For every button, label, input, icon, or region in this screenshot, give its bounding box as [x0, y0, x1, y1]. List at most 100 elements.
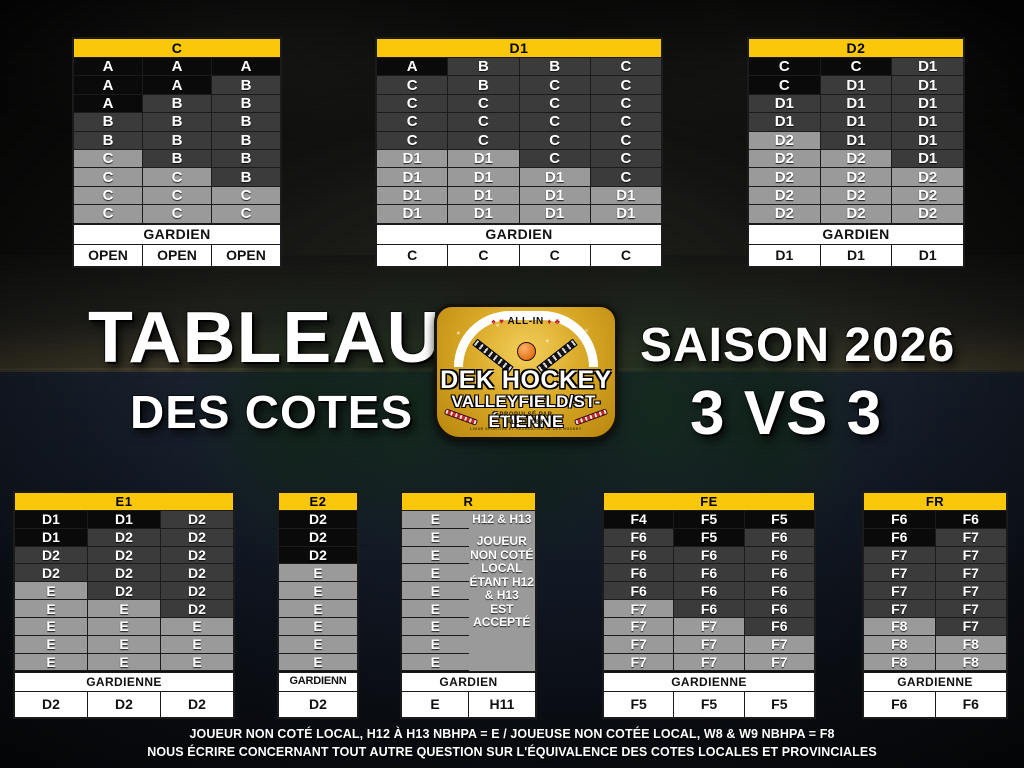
rating-cell: C	[377, 131, 449, 150]
rating-cell: F7	[604, 635, 675, 654]
table-row: F6 F6 F6	[604, 546, 814, 565]
goalie-cell: E	[402, 691, 469, 717]
rating-cell: D1	[749, 94, 821, 114]
headline-tableaux: TABLEAUX	[88, 298, 491, 378]
rating-cell: D2	[749, 131, 821, 150]
table-row: F7 F7	[864, 600, 1006, 618]
logo-propulse-line2: ALL IN DEK	[506, 419, 546, 426]
goalie-cell: D1	[892, 244, 964, 266]
rating-cell: E	[402, 528, 469, 547]
logo-all-in-label: ALL-IN	[507, 316, 544, 327]
goalie-label-fe: GARDIENNE	[604, 671, 814, 692]
rating-cell: C	[590, 149, 661, 169]
rating-cell: C	[519, 76, 591, 95]
rating-cell: D1	[892, 76, 964, 95]
rating-cell: F6	[674, 546, 745, 565]
rating-cell: D2	[749, 205, 821, 224]
note-line: JOUEUR	[476, 534, 527, 549]
rating-cell: F7	[864, 564, 936, 583]
goalie-cell: C	[377, 244, 449, 266]
table-row: D2 D2 D2	[749, 168, 964, 187]
rating-cell: C	[590, 113, 661, 132]
rating-cell: C	[448, 131, 520, 150]
rating-cell: C	[212, 205, 280, 224]
rating-cell: F7	[744, 653, 814, 672]
table-row: E	[279, 617, 357, 636]
rating-cell: E	[15, 582, 88, 601]
table-title-d2: D2	[749, 39, 963, 58]
table-body-d2: C C D1 C D1 D1 D1 D1 D1 D1 D1 D1 D2 D1 D1 D2 D2 D1 D2 D2 D2 D…	[749, 58, 964, 224]
table-row: D1 D1 D1	[749, 113, 964, 132]
rating-cell: E	[15, 600, 88, 618]
rating-cell: D1	[377, 149, 449, 169]
goalie-cell: F6	[935, 691, 1006, 717]
logo-propulse-block: PROPULSÉ PAR ALL IN DEK LIGUE SPORTIVE E…	[434, 412, 618, 431]
table-title-fe: FE	[604, 493, 814, 511]
rating-cell: D1	[892, 58, 964, 77]
table-row: D2 D2 D2	[15, 564, 233, 583]
rating-cell: D1	[377, 168, 449, 187]
table-row: C C D1	[749, 58, 964, 77]
table-title-c: C	[74, 39, 280, 58]
table-row: F4 F5 F5	[604, 511, 814, 529]
rating-cell: F8	[935, 653, 1006, 672]
rating-table-fe: FE F4 F5 F5 F6 F5 F6 F6 F6 F6 F6 F6 F6 F6 F6 F6 F7 F6 F6 F…	[602, 491, 816, 719]
rating-cell: F7	[674, 653, 745, 672]
goalie-cell: C	[448, 244, 520, 266]
dek-ball-icon	[517, 342, 536, 361]
rating-cell: B	[74, 131, 143, 150]
goalie-cell: OPEN	[74, 244, 143, 266]
rating-cell: C	[448, 113, 520, 132]
rating-cell: E	[279, 653, 357, 672]
table-title-d1: D1	[377, 39, 661, 58]
rating-cell: F6	[674, 582, 745, 601]
table-row: D2 D2 D2	[749, 186, 964, 206]
rating-cell: E	[402, 511, 469, 529]
rating-cell: E	[402, 546, 469, 565]
rating-cell: E	[15, 653, 88, 672]
rating-cell: C	[143, 168, 212, 187]
table-row: F6 F6 F6	[604, 582, 814, 601]
rating-cell: E	[279, 617, 357, 636]
table-row: D2 D2 D2	[749, 205, 964, 224]
rating-cell: E	[15, 635, 88, 654]
table-row: D1 D1 D1 C	[377, 168, 661, 187]
rating-cell: E	[161, 617, 233, 636]
goalie-cell: OPEN	[212, 244, 280, 266]
table-title-e2: E2	[279, 493, 357, 511]
rating-cell: E	[402, 653, 469, 672]
rating-cell: D2	[749, 168, 821, 187]
rating-cell: D1	[88, 511, 161, 529]
rating-cell: C	[212, 186, 280, 206]
rating-cell: C	[377, 113, 449, 132]
rating-cell: D1	[448, 149, 520, 169]
table-body-fe: F4 F5 F5 F6 F5 F6 F6 F6 F6 F6 F6 F6 F6 F6 F6 F7 F6 F6 F7 F7…	[604, 511, 814, 672]
goalie-row-fe: F5 F5 F5	[604, 691, 814, 717]
rating-cell: D2	[820, 205, 893, 224]
table-row: F7 F7	[864, 564, 1006, 583]
table-row: D2 D1 D1	[749, 131, 964, 150]
rating-cell: D1	[590, 205, 661, 224]
goalie-cell: F5	[604, 691, 675, 717]
rating-cell: D1	[820, 94, 893, 114]
goalie-row-c: OPEN OPEN OPEN	[74, 244, 280, 266]
table-row: E	[402, 511, 469, 529]
goalie-label-d1: GARDIEN	[377, 223, 661, 245]
rating-cell: D1	[892, 131, 964, 150]
goalie-row-r: E H11	[402, 691, 535, 717]
rating-cell: D1	[448, 168, 520, 187]
rating-cell: B	[519, 58, 591, 77]
rating-cell: D2	[161, 546, 233, 565]
rating-cell: D2	[279, 528, 357, 547]
rating-cell: F6	[744, 546, 814, 565]
table-row: F8 F8	[864, 635, 1006, 654]
rating-cell: D1	[519, 168, 591, 187]
goalie-cell: H11	[469, 691, 535, 717]
rating-cell: F6	[744, 600, 814, 618]
